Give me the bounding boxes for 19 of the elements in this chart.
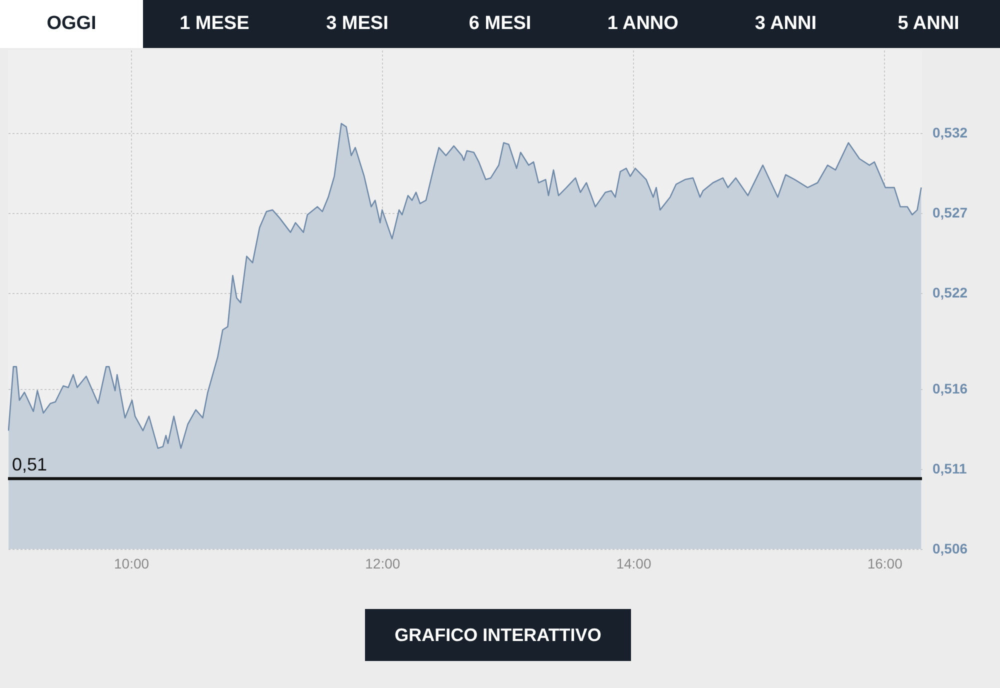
y-tick-label: 0,527 bbox=[932, 204, 968, 221]
y-tick-label: 0,506 bbox=[932, 540, 968, 556]
text: GRAFICO INTERATTIVO bbox=[365, 609, 631, 661]
y-tick-label: 0,511 bbox=[932, 460, 967, 477]
y-tick-label: 0,516 bbox=[932, 380, 968, 397]
x-tick-label: 14:00 bbox=[616, 556, 652, 572]
text: OGGI bbox=[0, 0, 143, 48]
y-tick-label: 0,522 bbox=[932, 284, 968, 301]
text: 6 MESI bbox=[468, 12, 532, 36]
x-tick-label: 12:00 bbox=[365, 556, 400, 572]
x-tick-label: 16:00 bbox=[867, 556, 903, 572]
text: 1 MESE bbox=[178, 12, 250, 36]
text: 3 MESI bbox=[325, 12, 390, 36]
text: 1 ANNO bbox=[606, 12, 680, 36]
text: 3 ANNI bbox=[754, 12, 818, 36]
x-tick-label: 10:00 bbox=[114, 556, 150, 572]
y-tick-label: 0,532 bbox=[932, 124, 968, 141]
text: 5 ANNI bbox=[896, 12, 960, 36]
ref-line-label: 0,51 bbox=[12, 454, 48, 475]
